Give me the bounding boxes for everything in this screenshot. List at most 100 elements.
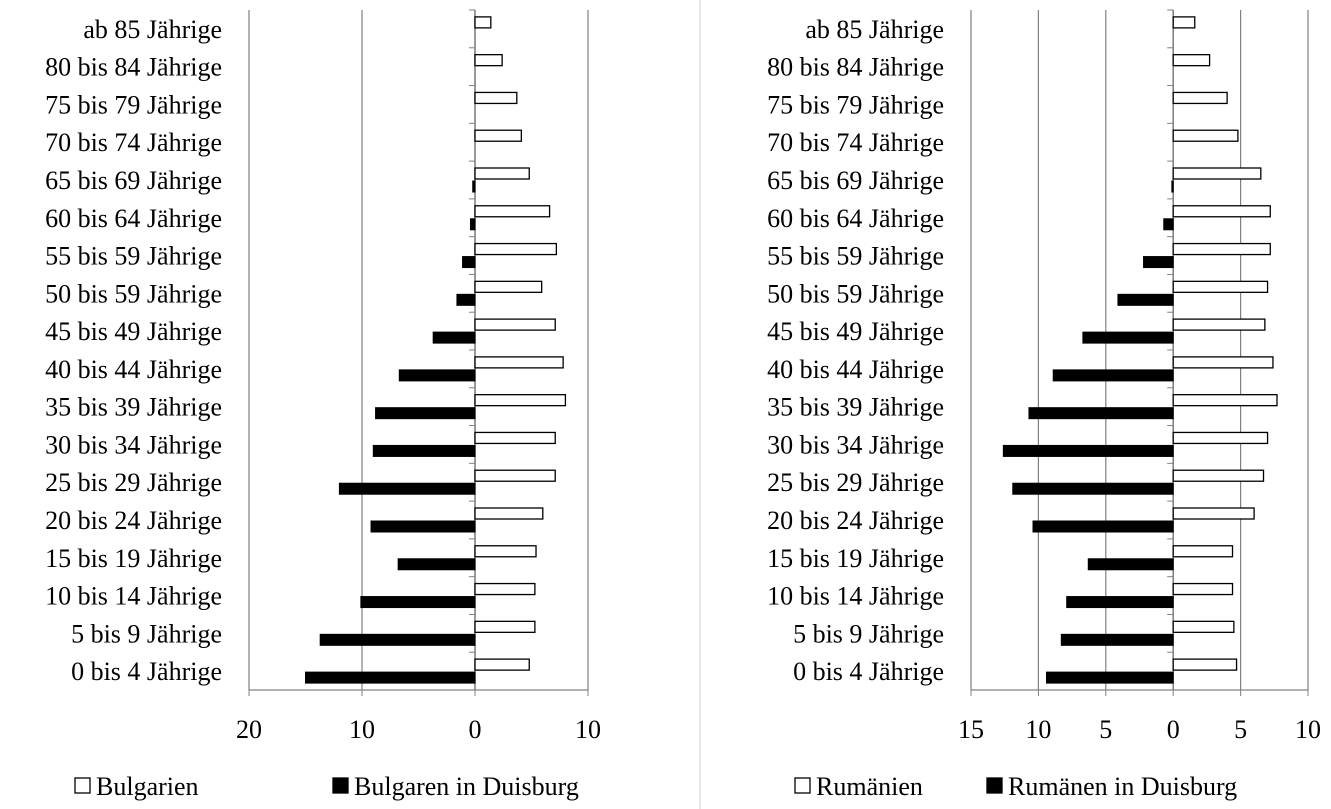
bar-bulgarien	[474, 469, 556, 482]
bar-rumänien	[1172, 167, 1262, 180]
bar-duisburg	[398, 369, 476, 382]
bar-duisburg	[1143, 256, 1174, 269]
category-label: 75 bis 79 Jährige	[767, 90, 944, 119]
bar-duisburg	[432, 331, 476, 344]
category-label: 60 bis 64 Jährige	[767, 204, 944, 233]
chart-bulgaria: 20 10 0 10 0 bis 4 Jährige 5 bis 9 Jährige 10 …	[45, 9, 601, 801]
bar-rumänien	[1172, 394, 1278, 407]
category-label: 80 bis 84 Jährige	[767, 53, 944, 82]
bar-bulgarien	[474, 356, 564, 369]
bar-duisburg	[338, 482, 476, 495]
x-tick-label: 10	[1025, 715, 1051, 744]
bar-bulgarien	[474, 658, 530, 671]
bar-bulgarien	[474, 16, 492, 29]
category-label: 20 bis 24 Jährige	[767, 506, 944, 535]
bar-rumänien	[1172, 545, 1234, 558]
x-tick-label: 10	[1295, 715, 1321, 744]
bar-duisburg	[360, 596, 476, 609]
legend-label: Bulgaren in Duisburg	[354, 772, 579, 801]
category-label: 45 bis 49 Jährige	[45, 317, 222, 346]
category-label: 40 bis 44 Jährige	[45, 355, 222, 384]
category-label: 30 bis 34 Jährige	[45, 430, 222, 459]
category-label: 50 bis 59 Jährige	[767, 279, 944, 308]
x-tick-label: 10	[575, 715, 601, 744]
bar-duisburg	[1066, 596, 1174, 609]
category-label: 80 bis 84 Jährige	[45, 53, 222, 82]
bar-duisburg	[370, 520, 476, 533]
category-label: 75 bis 79 Jährige	[45, 90, 222, 119]
bar-bulgarien	[474, 91, 518, 105]
bar-duisburg	[1163, 218, 1174, 231]
category-label: ab 85 Jährige	[805, 15, 944, 44]
bar-duisburg	[1052, 369, 1174, 382]
category-label: 25 bis 29 Jährige	[767, 468, 944, 497]
legend: Rumänien Rumänen in Duisburg	[794, 772, 1237, 801]
bar-rumänien	[1172, 507, 1255, 520]
bar-duisburg	[1060, 633, 1174, 646]
bar-bulgarien	[474, 167, 530, 180]
bar-rumänien	[1172, 205, 1271, 218]
category-label: 50 bis 59 Jährige	[45, 279, 222, 308]
category-label: 40 bis 44 Jährige	[767, 355, 944, 384]
bar-duisburg	[1045, 671, 1174, 684]
x-tick-label: 0	[1167, 715, 1180, 744]
bar-duisburg	[375, 407, 476, 420]
category-label: 20 bis 24 Jährige	[45, 506, 222, 535]
legend-label: Bulgarien	[96, 772, 199, 801]
category-label: 55 bis 59 Jährige	[767, 242, 944, 271]
bar-duisburg	[462, 256, 476, 269]
bar-rumänien	[1172, 91, 1228, 105]
category-label: 10 bis 14 Jährige	[45, 582, 222, 611]
category-label: 0 bis 4 Jährige	[793, 657, 944, 686]
legend-swatch	[74, 777, 91, 794]
bar-rumänien	[1172, 318, 1266, 331]
category-label: 65 bis 69 Jährige	[767, 166, 944, 195]
category-label: 70 bis 74 Jährige	[767, 128, 944, 157]
x-tick-label: 5	[1099, 715, 1112, 744]
bar-bulgarien	[474, 620, 536, 633]
category-label: 70 bis 74 Jährige	[45, 128, 222, 157]
legend: Bulgarien Bulgaren in Duisburg	[74, 772, 579, 801]
bar-rumänien	[1172, 129, 1239, 142]
category-label: 15 bis 19 Jährige	[45, 544, 222, 573]
x-tick-label: 15	[958, 715, 984, 744]
category-label: 5 bis 9 Jährige	[793, 619, 944, 648]
bar-duisburg	[1087, 558, 1174, 571]
bar-duisburg	[1082, 331, 1174, 344]
category-label: 65 bis 69 Jährige	[45, 166, 222, 195]
x-tick-label: 5	[1234, 715, 1247, 744]
category-label: 35 bis 39 Jährige	[767, 393, 944, 422]
bar-duisburg	[1171, 180, 1174, 193]
category-label: 30 bis 34 Jährige	[767, 430, 944, 459]
bar-duisburg	[1028, 407, 1174, 420]
x-tick-label: 0	[469, 715, 482, 744]
bar-bulgarien	[474, 507, 544, 520]
x-tick-label: 20	[236, 715, 262, 744]
category-label: 5 bis 9 Jährige	[71, 619, 222, 648]
bar-bulgarien	[474, 318, 556, 331]
category-label: 60 bis 64 Jährige	[45, 204, 222, 233]
bar-rumänien	[1172, 54, 1211, 67]
bar-duisburg	[456, 293, 476, 306]
bar-bulgarien	[474, 582, 536, 596]
bar-duisburg	[1012, 482, 1174, 495]
bar-bulgarien	[474, 242, 558, 256]
bar-duisburg	[1117, 293, 1174, 306]
category-label: 0 bis 4 Jährige	[71, 657, 222, 686]
bar-bulgarien	[474, 394, 567, 407]
category-label: 25 bis 29 Jährige	[45, 468, 222, 497]
bar-duisburg	[397, 558, 476, 571]
category-label: 10 bis 14 Jährige	[767, 582, 944, 611]
legend-swatch	[794, 777, 811, 794]
legend-swatch	[986, 777, 1003, 794]
x-tick-label: 10	[349, 715, 375, 744]
category-label: 45 bis 49 Jährige	[767, 317, 944, 346]
bar-bulgarien	[474, 129, 522, 142]
bar-rumänien	[1172, 658, 1238, 671]
bar-rumänien	[1172, 16, 1196, 29]
category-label: 55 bis 59 Jährige	[45, 242, 222, 271]
bar-duisburg	[1002, 444, 1174, 457]
bar-bulgarien	[474, 280, 543, 293]
bar-rumänien	[1172, 469, 1265, 482]
